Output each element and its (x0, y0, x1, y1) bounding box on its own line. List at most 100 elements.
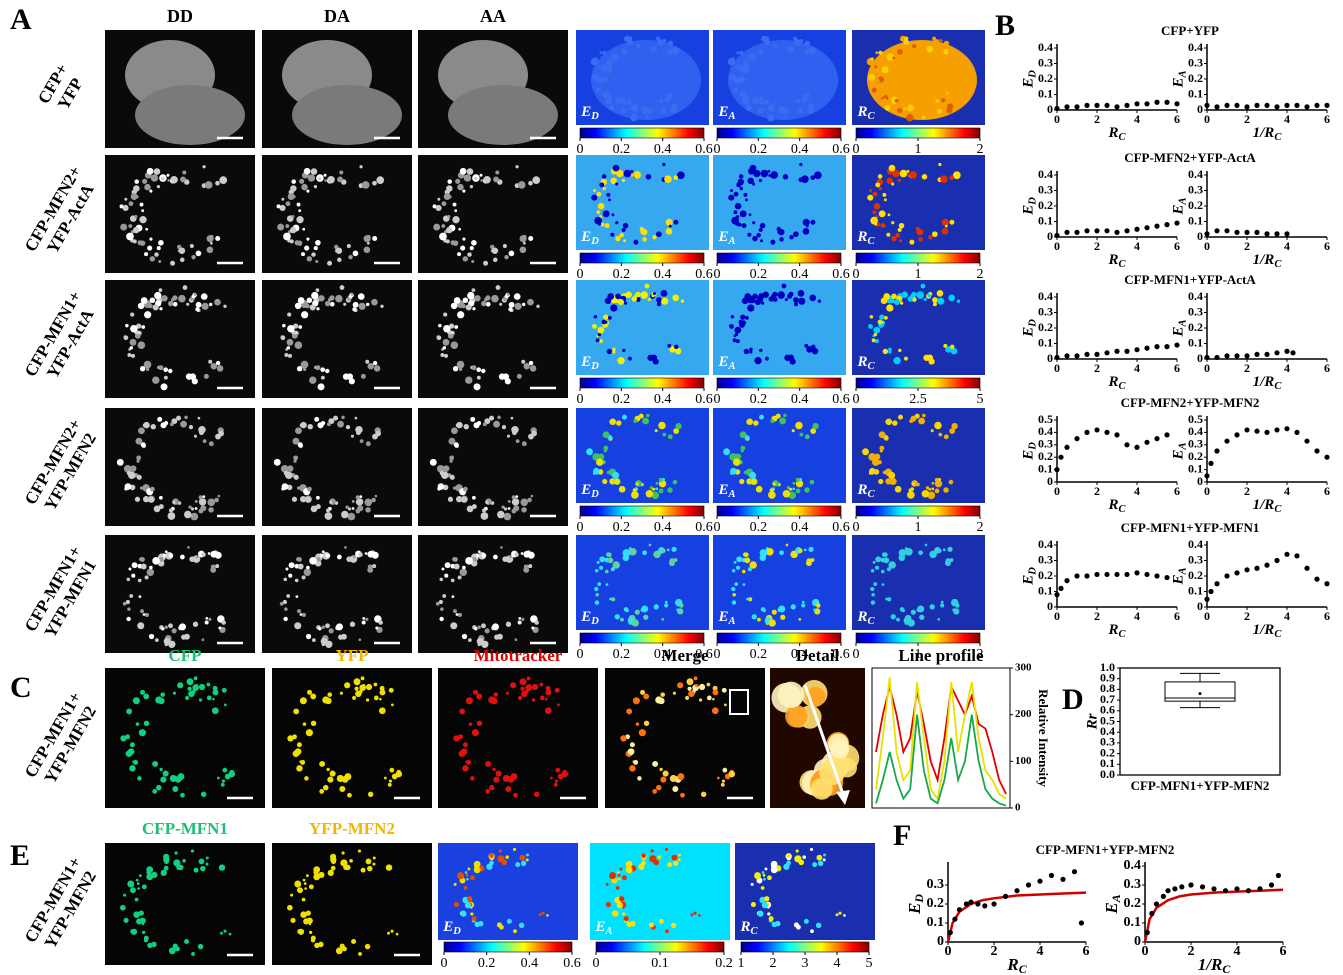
data-point (1254, 352, 1259, 357)
cell-spot (150, 256, 155, 261)
cell-spot (760, 101, 764, 105)
cell-spot (462, 238, 465, 241)
cell-spot (508, 307, 512, 311)
cell-spot (142, 179, 147, 184)
label-main: E (717, 104, 728, 120)
cell-spot (196, 251, 202, 257)
label-sub: A (1178, 442, 1189, 450)
colorbar-tick-label: 4 (834, 956, 841, 971)
cell-spot (679, 603, 684, 608)
cell-spot (511, 417, 514, 420)
cell-spot (532, 698, 535, 701)
cell-spot (159, 768, 162, 771)
cell-spot (671, 923, 676, 928)
x-tick-label: 6 (1174, 239, 1180, 253)
cell-spot (862, 448, 869, 455)
cell-spot (140, 609, 144, 613)
cell-spot (301, 184, 307, 190)
cell-spot (731, 217, 739, 225)
cell-spot (641, 106, 649, 114)
cell-spot (210, 242, 213, 245)
cell-spot (336, 947, 343, 954)
label-main: E (717, 229, 728, 245)
cell-spot (595, 57, 598, 60)
data-point (1294, 103, 1299, 108)
cell-spot (191, 513, 199, 521)
cell-spot (451, 427, 458, 434)
cell-spot (592, 324, 597, 329)
cell-spot (133, 697, 140, 704)
cell-spot (539, 913, 542, 916)
data-point (1054, 233, 1059, 238)
cell-spot (666, 228, 673, 235)
cell-spot (299, 179, 304, 184)
cell-spot (486, 302, 491, 307)
y-tick-label: 0.4 (1124, 858, 1142, 873)
cell-spot (875, 182, 880, 187)
cell-spot (378, 620, 383, 625)
cell-spot (900, 302, 903, 305)
colorbar (717, 253, 841, 263)
cell-spot (546, 914, 549, 917)
cell-spot (743, 193, 747, 197)
cell-spot (365, 552, 368, 555)
cell-spot (671, 547, 676, 552)
cell-spot (341, 634, 347, 640)
cell-spot (607, 471, 610, 474)
cell-spot (344, 682, 350, 688)
axis-label: EA (1171, 197, 1189, 215)
cell-spot (898, 228, 902, 232)
cell-spot (358, 952, 362, 956)
cell-spot (482, 553, 487, 558)
cell-spot (816, 603, 821, 608)
row-label: CFP-MFN1+YFP-MFN1 (21, 543, 103, 645)
data-point (1214, 228, 1219, 233)
cell-spot (895, 233, 900, 238)
data-point (1264, 352, 1269, 357)
cell-spot (756, 486, 763, 493)
cell-spot (337, 421, 344, 428)
cell-spot (934, 422, 942, 430)
cell-spot (437, 198, 440, 201)
cell-spot (779, 418, 786, 425)
cell-spot (745, 198, 748, 201)
colorbar-tick-label: 1 (738, 956, 745, 971)
cell-spot (444, 574, 448, 578)
cell-spot (140, 203, 144, 207)
panel-label: D (1062, 683, 1084, 716)
colorbar-tick-label: 0.2 (478, 956, 496, 971)
label-main: 1/R (1198, 955, 1223, 974)
cell-spot (139, 595, 142, 598)
cell-spot (605, 223, 610, 228)
cell-spot (325, 512, 333, 520)
cell-spot (636, 44, 640, 48)
data-point (1284, 103, 1289, 108)
data-point (1264, 430, 1269, 435)
cell-spot (778, 229, 784, 235)
data-point (1214, 448, 1219, 453)
cell-spot (174, 851, 177, 854)
cell-spot (287, 905, 293, 911)
x-tick-label: CFP-MFN1+YFP-MFN2 (1131, 778, 1270, 793)
axis-label: ED (1021, 442, 1039, 461)
y-tick-label: 0.5 (1188, 412, 1203, 426)
cell-spot (947, 103, 953, 109)
data-point (1014, 888, 1019, 893)
cell-spot (918, 418, 925, 425)
cell-spot (747, 304, 754, 311)
cell-spot (304, 245, 309, 250)
cell-spot (633, 419, 637, 423)
cell-spot (659, 919, 664, 924)
cell-spot (731, 315, 735, 319)
cell-spot (717, 777, 720, 780)
cell-spot (344, 546, 347, 549)
cell-spot (466, 878, 469, 881)
cell-spot (872, 210, 876, 214)
cell-spot (307, 256, 312, 261)
data-point (1084, 430, 1089, 435)
label-sub: C (1019, 962, 1028, 975)
cell-spot (522, 441, 527, 446)
cell-spot (481, 301, 486, 306)
cell-spot (869, 189, 872, 192)
cell-spot (207, 696, 212, 701)
